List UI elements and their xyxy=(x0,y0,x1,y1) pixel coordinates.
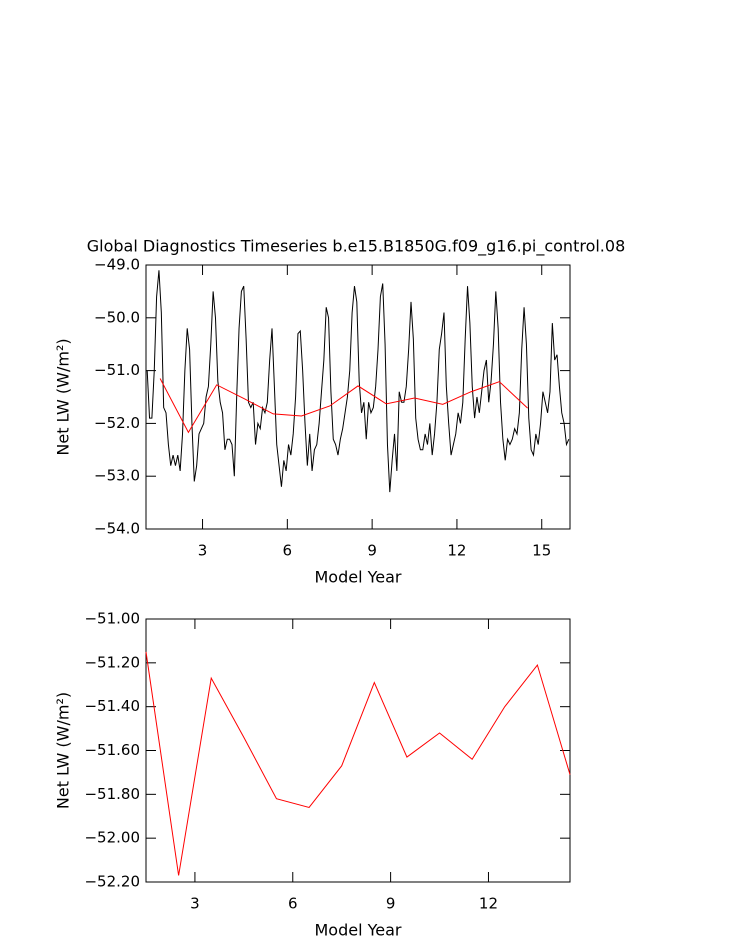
data-line xyxy=(146,270,570,493)
y-tick-label: −49.0 xyxy=(94,256,140,274)
x-tick-label: 15 xyxy=(532,542,551,560)
data-line xyxy=(159,378,528,434)
x-axis-label: Model Year xyxy=(315,568,402,587)
data-line xyxy=(145,651,571,876)
y-tick-label: −52.00 xyxy=(84,829,140,847)
y-tick-label: −51.00 xyxy=(84,610,140,628)
x-tick-label: 9 xyxy=(367,542,377,560)
y-tick-label: −50.0 xyxy=(94,308,140,326)
x-tick-label: 12 xyxy=(447,542,466,560)
x-tick-label: 6 xyxy=(288,895,298,913)
x-tick-label: 3 xyxy=(198,542,208,560)
plot-frame xyxy=(145,264,571,530)
y-tick-label: −51.60 xyxy=(84,741,140,759)
x-tick-label: 6 xyxy=(283,542,293,560)
plot-frame xyxy=(145,618,571,883)
y-tick-label: −52.20 xyxy=(84,873,140,891)
y-axis-label: Net LW (W/m²) xyxy=(54,692,73,809)
y-tick-label: −51.80 xyxy=(84,785,140,803)
x-axis-label: Model Year xyxy=(315,921,402,940)
y-tick-label: −52.0 xyxy=(94,414,140,432)
y-tick-label: −51.0 xyxy=(94,361,140,379)
x-tick-label: 3 xyxy=(190,895,200,913)
y-axis-label: Net LW (W/m²) xyxy=(54,338,73,455)
chart-title: Global Diagnostics Timeseries b.e15.B185… xyxy=(87,237,626,257)
y-tick-label: −51.40 xyxy=(84,697,140,715)
x-tick-label: 12 xyxy=(479,895,498,913)
y-tick-label: −51.20 xyxy=(84,653,140,671)
y-tick-label: −54.0 xyxy=(94,520,140,538)
x-tick-label: 9 xyxy=(386,895,396,913)
y-tick-label: −53.0 xyxy=(94,467,140,485)
